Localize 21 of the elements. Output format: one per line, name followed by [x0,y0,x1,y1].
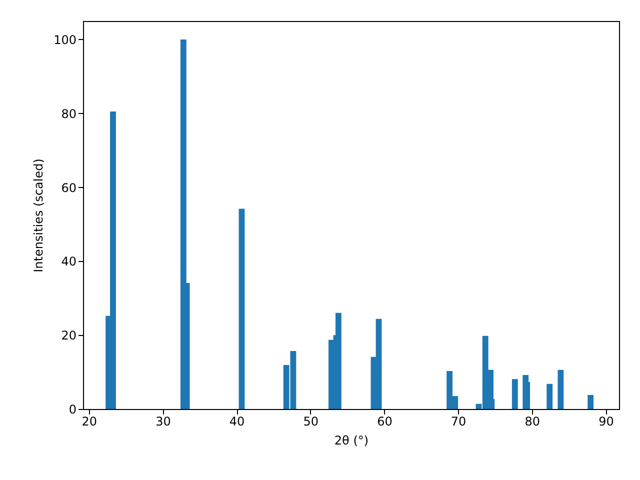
x-tick-label: 70 [450,414,466,428]
bar [512,379,518,409]
bar [546,384,553,409]
bar [588,394,594,409]
y-tick-label: 0 [68,402,76,416]
x-tick-label: 60 [377,414,392,428]
y-axis-title: Intensities (scaled) [32,158,46,272]
x-tick-label: 30 [156,414,171,428]
bar [558,370,564,409]
x-tick-label: 80 [524,414,540,428]
y-tick-label: 100 [54,32,76,47]
y-tick-label: 40 [61,254,76,269]
x-tick-label: 20 [82,414,98,428]
x-tick-label: 40 [229,414,245,428]
y-tick-label: 20 [61,328,76,343]
x-tick-label: 90 [598,414,614,428]
y-tick-label: 80 [61,106,76,121]
x-axis-title: 2θ (°) [334,434,369,448]
x-tick-label: 50 [303,414,319,428]
y-tick-label: 60 [61,180,76,195]
bar [238,208,245,409]
